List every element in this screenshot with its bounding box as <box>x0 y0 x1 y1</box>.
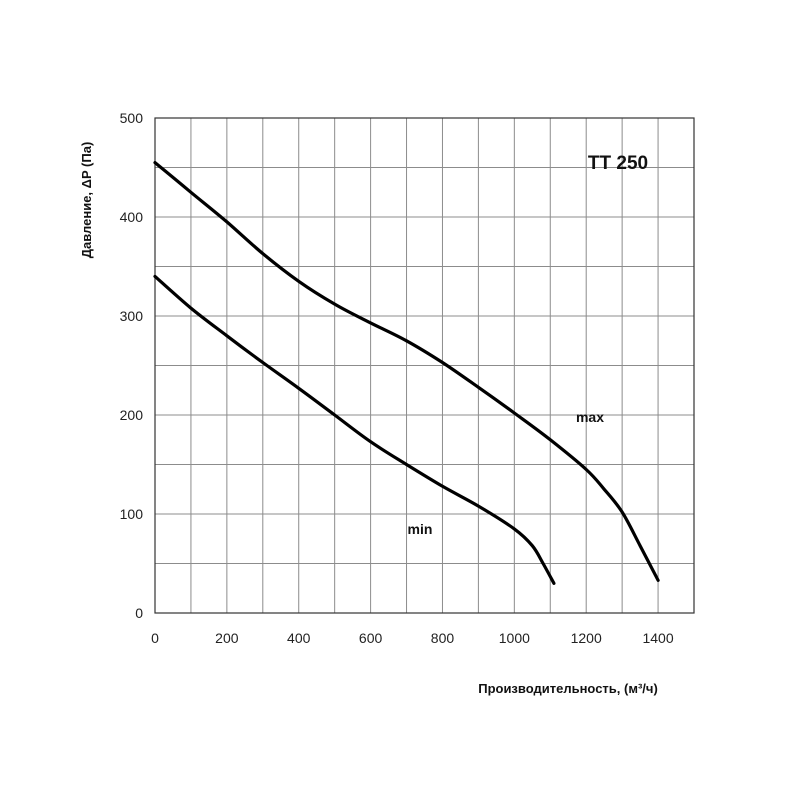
y-tick-label: 400 <box>120 209 144 225</box>
series-label-max: max <box>576 409 604 425</box>
plot-frame <box>154 117 695 614</box>
x-tick-label: 600 <box>359 630 383 646</box>
series-line-min <box>153 274 556 585</box>
x-axis-title: Производительность, (м³/ч) <box>478 681 658 696</box>
x-tick-label: 0 <box>151 630 159 646</box>
y-tick-labels: 0 100 200 300 400 500 <box>120 110 144 621</box>
chart-title: TT 250 <box>588 153 648 174</box>
x-tick-label: 1400 <box>642 630 673 646</box>
x-tick-label: 400 <box>287 630 311 646</box>
y-tick-label: 500 <box>120 110 144 126</box>
y-tick-label: 100 <box>120 506 144 522</box>
y-tick-label: 200 <box>120 407 144 423</box>
x-tick-label: 800 <box>431 630 455 646</box>
series-label-min: min <box>408 521 433 537</box>
y-tick-label: 300 <box>120 308 144 324</box>
x-tick-label: 200 <box>215 630 239 646</box>
y-tick-label: 0 <box>135 605 143 621</box>
chart-series <box>153 161 660 585</box>
y-axis-title: Давление, ΔP (Па) <box>79 142 94 259</box>
x-tick-labels: 0 200 400 600 800 1000 1200 1400 <box>151 630 674 646</box>
series-line-max <box>153 161 660 582</box>
x-tick-label: 1000 <box>499 630 530 646</box>
chart-grid <box>155 118 694 613</box>
x-tick-label: 1200 <box>571 630 602 646</box>
